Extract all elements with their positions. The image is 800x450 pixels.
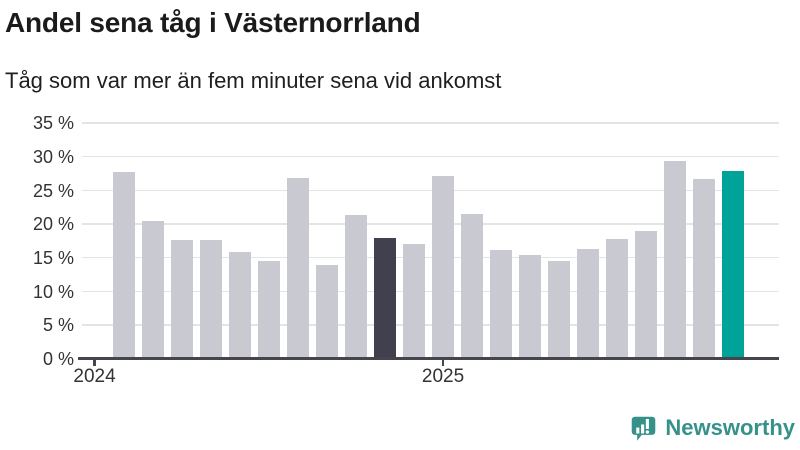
bar [490,249,513,358]
y-axis-tick-label: 20 % [32,214,74,235]
gridline [82,189,779,192]
x-axis-tick [441,359,445,366]
gridline [82,256,779,259]
bar [228,252,251,358]
gridline [82,290,779,293]
bar [170,240,193,358]
bar [286,178,309,358]
bar [461,213,484,358]
bar [635,230,658,358]
gridline [82,155,779,158]
bar [373,238,396,358]
newsworthy-logo-text: Newsworthy [665,415,795,440]
y-axis-tick-label: 35 % [32,113,74,134]
y-axis-tick-label: 30 % [32,146,74,167]
bar [606,238,629,358]
x-axis-tick-label: 2024 [73,366,116,387]
y-axis-tick-label: 5 % [42,315,74,336]
y-axis-tick-label: 0 % [42,349,74,369]
bar [403,244,425,358]
bar [112,172,135,358]
newsworthy-logo[interactable]: Newsworthy [629,411,795,445]
chart-title: Andel sena tåg i Västernorrland [5,7,421,38]
gridline [82,122,779,124]
bar [432,176,455,358]
bar [315,265,338,358]
x-axis-tick-label: 2025 [421,366,465,387]
bar [693,178,716,358]
bar [548,260,571,358]
bar [199,240,222,358]
bar [344,215,367,358]
y-axis-tick-label: 10 % [32,281,74,302]
y-axis-tick-label: 25 % [32,180,74,201]
x-axis-tick [93,359,96,366]
bar [519,254,542,358]
bar [141,220,164,358]
gridline [82,324,779,326]
bar [577,248,600,358]
bar [722,171,745,358]
gridline [82,223,779,225]
chart-subtitle: Tåg som var mer än fem minuter sena vid … [5,68,502,93]
bar [257,260,280,358]
newsworthy-bubble-chart-icon [632,416,656,441]
y-axis-tick-label: 15 % [32,247,74,268]
x-axis-line [78,357,779,360]
bar [664,160,687,358]
